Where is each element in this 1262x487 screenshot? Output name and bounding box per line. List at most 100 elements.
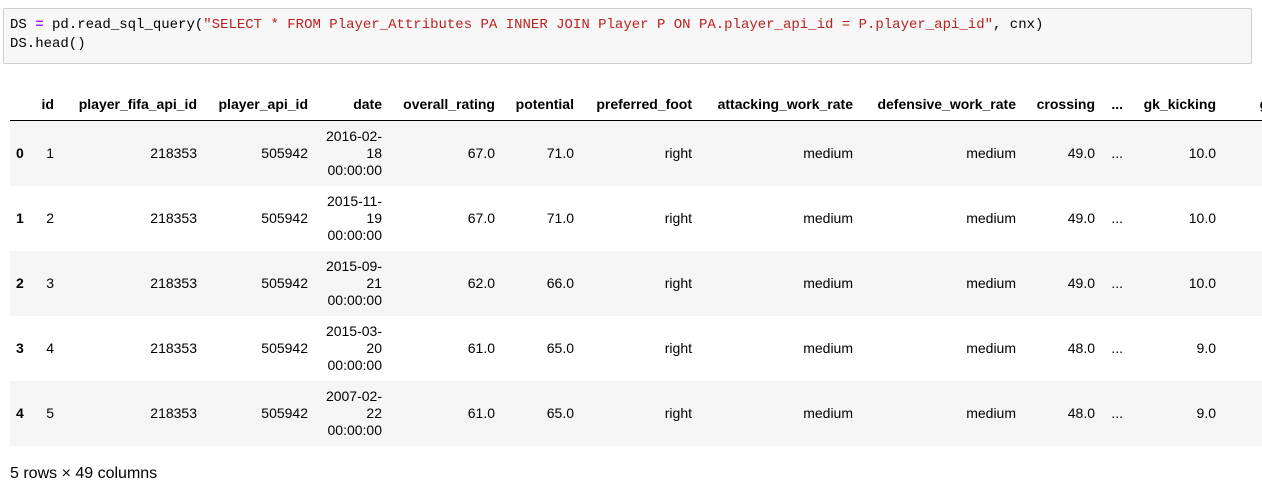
column-header: ... bbox=[1101, 88, 1129, 121]
row-index: 4 bbox=[10, 381, 30, 446]
table-cell: ... bbox=[1111, 340, 1123, 356]
table-row: 2 3 218353 505942 2015-09-21 00:00:00 62.0 66.… bbox=[10, 251, 1262, 316]
table-cell: ... bbox=[1101, 251, 1129, 316]
code-token: , cnx) bbox=[993, 17, 1044, 33]
table-cell: right bbox=[580, 381, 698, 446]
table-cell: 65.0 bbox=[546, 340, 574, 356]
table-cell: medium bbox=[698, 120, 859, 186]
code-token: "SELECT * FROM Player_Attributes PA INNE… bbox=[203, 17, 993, 33]
table-cell: 505942 bbox=[203, 381, 314, 446]
table-cell: 3 bbox=[30, 251, 60, 316]
column-header: id bbox=[30, 88, 60, 121]
table-cell: medium bbox=[698, 381, 859, 446]
code-line: DS = pd.read_sql_query("SELECT * FROM Pl… bbox=[10, 16, 1245, 35]
table-cell: 218353 bbox=[150, 340, 197, 356]
table-row: 3 4 218353 505942 2015-03-20 00:00:00 61.0 65.… bbox=[10, 316, 1262, 381]
column-header: gk_kicking bbox=[1129, 88, 1222, 121]
table-cell: 49.0 bbox=[1022, 120, 1101, 186]
table-cell: medium bbox=[859, 381, 1022, 446]
table-row: 4 5 218353 505942 2007-02-22 00:00:00 61.0 65.… bbox=[10, 381, 1262, 446]
row-index: 0 bbox=[10, 120, 30, 186]
table-cell: 505942 bbox=[203, 251, 314, 316]
table-cell: right bbox=[664, 210, 692, 226]
header-row: id player_fifa_api_id player_api_id date ove… bbox=[10, 88, 1262, 121]
table-cell: 505942 bbox=[261, 340, 308, 356]
table-cell: 2015-09-21 00:00:00 bbox=[314, 251, 388, 316]
column-header: gk bbox=[1222, 88, 1262, 121]
table-cell: 505942 bbox=[203, 120, 314, 186]
table-cell: medium bbox=[859, 251, 1022, 316]
code-cell[interactable]: DS = pd.read_sql_query("SELECT * FROM Pl… bbox=[3, 8, 1252, 64]
table-cell-clipped bbox=[1222, 381, 1262, 446]
code-token: DS bbox=[10, 17, 36, 33]
table-cell: 67.0 bbox=[388, 120, 501, 186]
table-cell: 71.0 bbox=[501, 120, 580, 186]
table-cell: 218353 bbox=[60, 120, 203, 186]
table-cell: medium bbox=[803, 210, 853, 226]
table-cell: 49.0 bbox=[1022, 251, 1101, 316]
column-header: defensive_work_rate bbox=[859, 88, 1022, 121]
table-cell: ... bbox=[1101, 120, 1129, 186]
table-cell: 5 bbox=[30, 381, 60, 446]
table-cell: 1 bbox=[30, 120, 60, 186]
table-cell: 218353 bbox=[60, 381, 203, 446]
table-cell: medium bbox=[803, 340, 853, 356]
table-cell: 48.0 bbox=[1067, 340, 1095, 356]
table-cell: right bbox=[664, 340, 692, 356]
column-header: preferred_foot bbox=[580, 88, 698, 121]
table-cell: 66.0 bbox=[501, 251, 580, 316]
table-row: 0 1 218353 505942 2016-02-18 00:00:00 67.0 71.… bbox=[10, 120, 1262, 186]
table-cell: 10.0 bbox=[1129, 120, 1222, 186]
table-cell: medium bbox=[966, 210, 1016, 226]
table-cell: 71.0 bbox=[546, 210, 574, 226]
table-cell: 10.0 bbox=[1129, 251, 1222, 316]
code-line: DS.head() bbox=[10, 35, 1245, 54]
table-cell: medium bbox=[859, 120, 1022, 186]
table-cell: 61.0 bbox=[388, 381, 501, 446]
table-cell: 2016-02-18 00:00:00 bbox=[314, 120, 388, 186]
table-cell: 62.0 bbox=[388, 251, 501, 316]
table-cell: 10.0 bbox=[1188, 210, 1216, 226]
table: id player_fifa_api_id player_api_id date ove… bbox=[10, 88, 1262, 446]
table-cell: 61.0 bbox=[467, 340, 495, 356]
table-cell: ... bbox=[1111, 210, 1123, 226]
table-cell: right bbox=[580, 120, 698, 186]
table-row: 1 2 218353 505942 2015-11-19 00:00:00 67.0 71.… bbox=[10, 186, 1262, 251]
table-cell-clipped bbox=[1222, 186, 1262, 251]
dataframe: id player_fifa_api_id player_api_id date ove… bbox=[10, 88, 1262, 446]
table-cell: 49.0 bbox=[1067, 210, 1095, 226]
row-index: 2 bbox=[10, 251, 30, 316]
table-cell: 218353 bbox=[60, 251, 203, 316]
table-cell: 2015-11-19 00:00:00 bbox=[326, 193, 382, 243]
table-cell: 67.0 bbox=[467, 210, 495, 226]
column-header: player_api_id bbox=[203, 88, 314, 121]
column-header: player_fifa_api_id bbox=[60, 88, 203, 121]
index-header bbox=[10, 88, 30, 121]
column-header: date bbox=[314, 88, 388, 121]
table-cell: 2007-02-22 00:00:00 bbox=[314, 381, 388, 446]
table-cell-clipped bbox=[1222, 316, 1262, 381]
table-cell: 48.0 bbox=[1022, 381, 1101, 446]
table-cell: 9.0 bbox=[1196, 340, 1216, 356]
row-index: 1 bbox=[16, 210, 24, 226]
table-cell: ... bbox=[1101, 381, 1129, 446]
table-cell: medium bbox=[966, 340, 1016, 356]
table-cell: medium bbox=[698, 251, 859, 316]
code-token: pd.read_sql_query( bbox=[43, 17, 204, 33]
column-header: potential bbox=[501, 88, 580, 121]
table-cell: 2 bbox=[46, 210, 54, 226]
table-cell: 218353 bbox=[150, 210, 197, 226]
column-header: overall_rating bbox=[388, 88, 501, 121]
table-cell: right bbox=[580, 251, 698, 316]
table-cell: 65.0 bbox=[501, 381, 580, 446]
table-cell-clipped bbox=[1222, 120, 1262, 186]
table-cell-clipped bbox=[1222, 251, 1262, 316]
table-cell: 4 bbox=[46, 340, 54, 356]
code-token: DS.head() bbox=[10, 36, 86, 52]
code-token: = bbox=[35, 17, 44, 33]
footer: 5 rows × 49 columns bbox=[10, 465, 158, 482]
column-header: crossing bbox=[1022, 88, 1101, 121]
column-header: attacking_work_rate bbox=[698, 88, 859, 121]
row-index: 3 bbox=[16, 340, 24, 356]
